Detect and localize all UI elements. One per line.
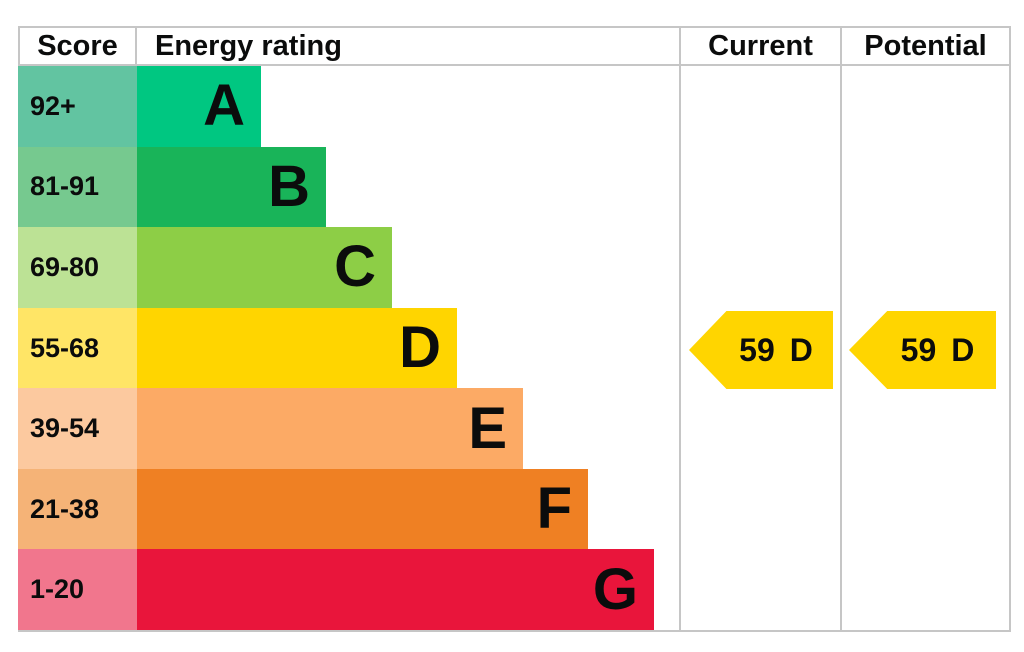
band-letter: E	[468, 395, 507, 461]
band-letter: B	[268, 153, 310, 219]
band-score-range: 21-38	[18, 468, 137, 550]
current-column-header: Current	[681, 28, 840, 66]
current-rating-value: 59	[739, 331, 775, 368]
band-bar-b: B	[137, 146, 326, 228]
band-row-f: 21-38 F	[18, 468, 679, 550]
current-column: Current 59 D	[679, 26, 842, 632]
score-column-header: Score	[20, 28, 137, 64]
potential-column: Potential 59 D	[842, 26, 1011, 632]
band-bar-g: G	[137, 549, 654, 631]
potential-rating-arrow: 59 D	[849, 311, 996, 389]
band-row-c: 69-80 C	[18, 227, 679, 308]
band-letter: F	[536, 476, 572, 542]
rating-bands: 92+ A 81-91 B 69-80 C 55-68 D 39-54	[18, 66, 679, 632]
band-score-range: 39-54	[18, 388, 137, 469]
band-bar-f: F	[137, 468, 588, 550]
band-letter: G	[592, 556, 638, 622]
band-bar-e: E	[137, 388, 523, 469]
band-letter: C	[334, 234, 376, 300]
band-score-range: 92+	[18, 66, 137, 147]
potential-rating-band: D	[951, 331, 975, 368]
band-score-range: 81-91	[18, 146, 137, 228]
band-row-e: 39-54 E	[18, 388, 679, 469]
band-score-range: 1-20	[18, 549, 137, 631]
band-bar-c: C	[137, 227, 392, 308]
band-row-d: 55-68 D	[18, 307, 679, 389]
band-bar-d: D	[137, 307, 457, 389]
current-rating-arrow: 59 D	[689, 311, 833, 389]
band-letter: A	[203, 73, 245, 139]
band-row-a: 92+ A	[18, 66, 679, 147]
band-letter: D	[399, 315, 441, 381]
band-row-g: 1-20 G	[18, 549, 679, 631]
current-rating-band: D	[789, 331, 813, 368]
band-score-range: 55-68	[18, 307, 137, 389]
chart-header-left: Score Energy rating	[18, 26, 679, 66]
energy-rating-column-header: Energy rating	[155, 29, 342, 62]
band-bar-a: A	[137, 66, 261, 147]
band-row-b: 81-91 B	[18, 146, 679, 228]
band-score-range: 69-80	[18, 227, 137, 308]
potential-rating-value: 59	[900, 331, 937, 368]
potential-column-header: Potential	[842, 28, 1009, 66]
